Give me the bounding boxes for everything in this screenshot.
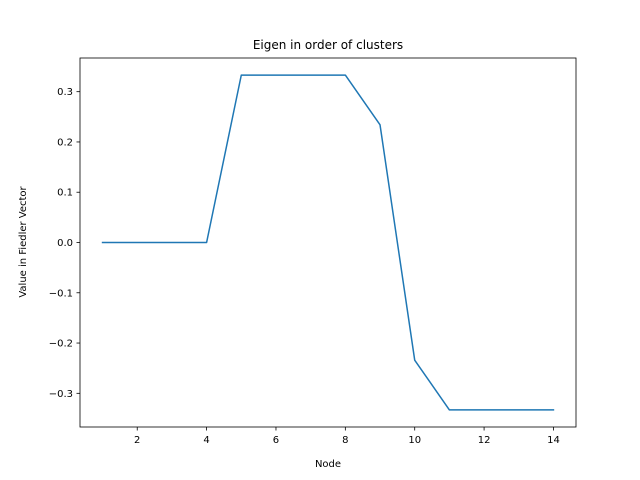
x-tick-label: 6 — [273, 435, 279, 446]
y-tick-label: −0.3 — [49, 389, 73, 400]
y-tick-label: −0.2 — [49, 339, 73, 350]
plot-frame — [79, 57, 577, 428]
y-tick-label: 0.0 — [57, 238, 73, 249]
x-axis-label: Node — [315, 459, 341, 470]
y-axis: −0.3 −0.2 −0.1 0.0 0.1 0.2 0.3 — [49, 87, 80, 400]
plot-area — [101, 74, 555, 411]
y-tick-label: 0.1 — [57, 188, 73, 199]
series-line — [101, 74, 555, 411]
x-tick-label: 4 — [203, 435, 209, 446]
x-tick-label: 14 — [547, 435, 560, 446]
x-tick-label: 8 — [342, 435, 348, 446]
x-tick-label: 10 — [408, 435, 421, 446]
y-tick-label: −0.1 — [49, 288, 73, 299]
y-tick-label: 0.2 — [57, 137, 73, 148]
y-tick-label: 0.3 — [57, 87, 73, 98]
chart-title: Eigen in order of clusters — [253, 38, 403, 52]
y-axis-label: Value in Fiedler Vector — [18, 185, 29, 297]
x-tick-label: 12 — [478, 435, 491, 446]
x-tick-label: 2 — [134, 435, 140, 446]
x-axis: 2 4 6 8 10 12 14 — [134, 427, 560, 446]
